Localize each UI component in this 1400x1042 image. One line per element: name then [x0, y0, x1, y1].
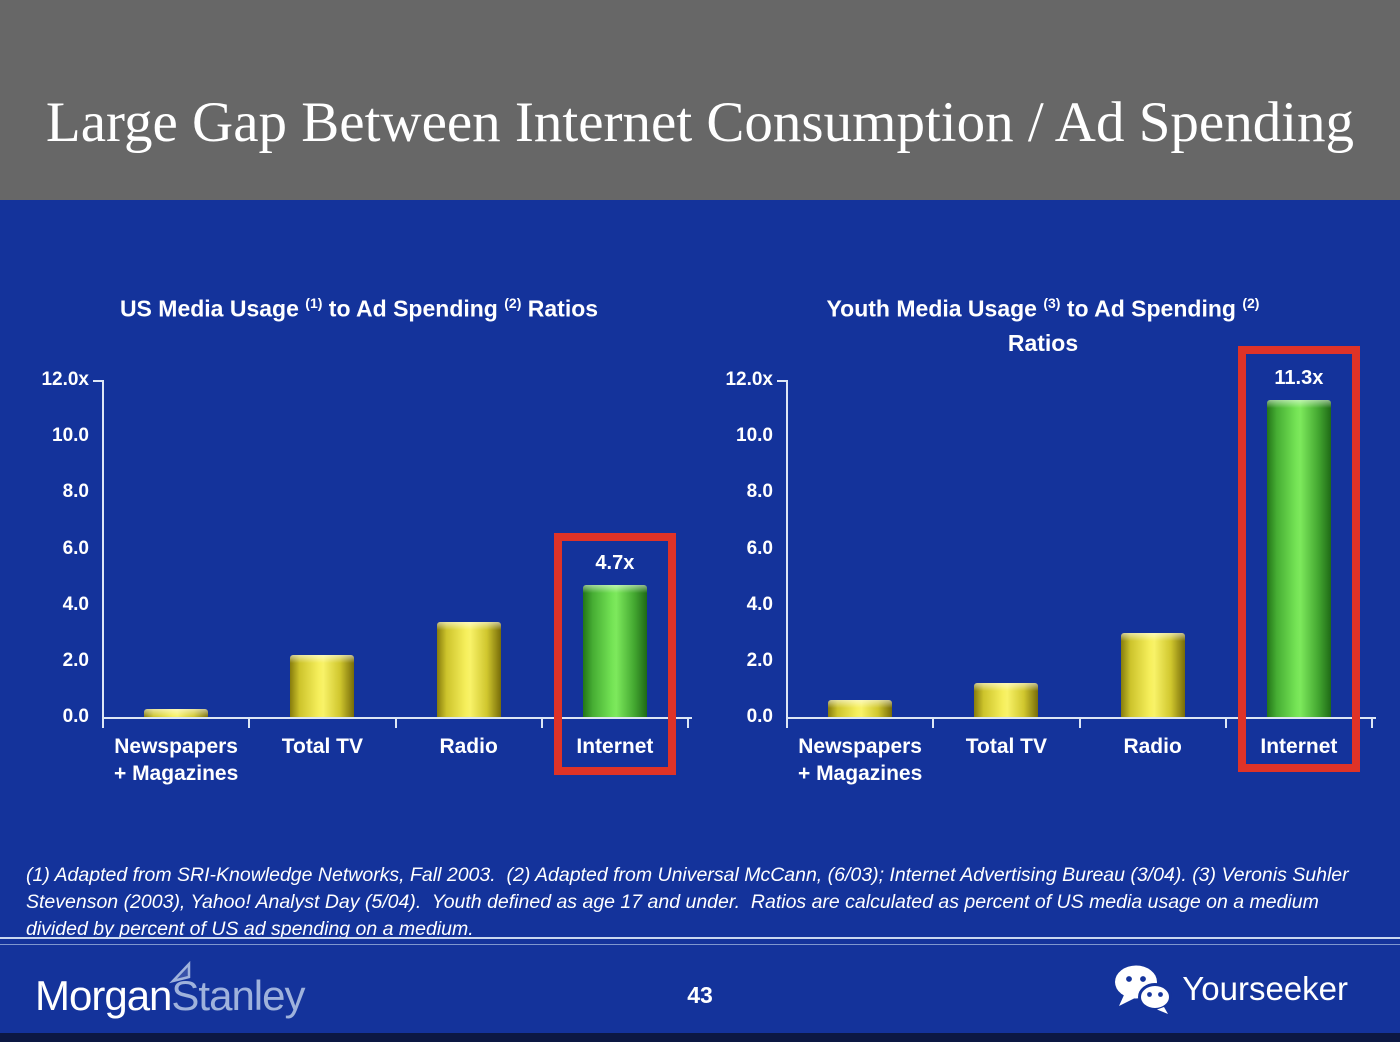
chart-title: US Media Usage (1) to Ad Spending (2) Ra… — [119, 295, 599, 322]
y-axis-tick-label: 8.0 — [746, 481, 773, 503]
bar-total-tv — [290, 655, 355, 717]
category-label: Newspapers + Magazines — [113, 735, 239, 785]
morgan-stanley-flag-icon — [169, 960, 191, 984]
category-label: Internet — [576, 735, 654, 758]
x-axis-tick — [1078, 719, 1081, 728]
plot-area: 12.0x 10.0 8.0 6.0 4.0 2.0 0.0 Newspapers + Maga… — [725, 346, 1376, 785]
y-axis — [102, 380, 104, 719]
bar-newspapers-magazines — [828, 700, 893, 717]
y-axis-tick-label: 8.0 — [62, 481, 89, 503]
chart-us-media-usage: US Media Usage (1) to Ad Spending (2) Ra… — [28, 286, 692, 876]
y-axis-tick-label: 4.0 — [746, 593, 773, 615]
wechat-icon — [1115, 965, 1173, 1014]
bar-internet — [582, 585, 647, 717]
y-axis-tick-label: 6.0 — [62, 537, 89, 559]
highlight-rect — [1237, 346, 1360, 772]
x-axis-tick — [1224, 719, 1227, 728]
bar-value-label: 4.7x — [595, 552, 635, 574]
plot-area: 12.0x 10.0 8.0 6.0 4.0 2.0 0.0 Newspapers + Maga… — [41, 369, 692, 785]
bar-internet — [1266, 399, 1331, 717]
brand-morgan: Morgan — [35, 972, 172, 1019]
bar-value-label: 11.3x — [1274, 366, 1324, 389]
highlight-rect — [553, 533, 676, 775]
y-axis-tick-label: 2.0 — [62, 649, 89, 671]
x-axis-tick — [1371, 719, 1373, 728]
page-title: Large Gap Between Internet Consumption /… — [45, 91, 1355, 154]
y-axis-tick-label: 12.0x — [41, 369, 89, 390]
y-axis-tick-label: 2.0 — [746, 649, 773, 671]
page-number: 43 — [687, 982, 713, 1008]
category-label: Internet — [1260, 735, 1338, 758]
x-axis-tick — [102, 719, 104, 728]
brand-stanley: Stanley — [171, 972, 305, 1019]
slide-body: US Media Usage (1) to Ad Spending (2) Ra… — [0, 200, 1400, 1042]
category-label: Radio — [1123, 735, 1182, 758]
y-axis-tick — [93, 380, 103, 382]
footnote: (1) Adapted from SRI-Knowledge Networks,… — [26, 864, 1355, 940]
y-axis-tick-label: 6.0 — [746, 537, 773, 559]
x-axis — [102, 717, 692, 719]
bar-total-tv — [974, 683, 1039, 717]
chart-title: Youth Media Usage (3) to Ad Spending (2)… — [826, 295, 1260, 356]
y-axis-tick-label: 0.0 — [62, 706, 89, 727]
y-axis-tick-label: 0.0 — [746, 706, 773, 727]
y-axis-tick — [777, 380, 787, 382]
y-axis-tick-label: 10.0 — [736, 425, 773, 447]
footer: MorganStanley 43 Yourseeker — [0, 948, 1400, 1034]
y-axis-tick-label: 10.0 — [52, 425, 89, 447]
bottom-strip — [0, 1033, 1400, 1042]
category-label: Newspapers + Magazines — [797, 735, 923, 785]
y-axis-tick-label: 12.0x — [725, 369, 773, 390]
x-axis-tick — [540, 719, 543, 728]
slide-header: Large Gap Between Internet Consumption /… — [0, 0, 1400, 200]
category-label: Total TV — [281, 735, 364, 758]
bar-radio — [436, 621, 501, 717]
chart-youth-media-usage: Youth Media Usage (3) to Ad Spending (2)… — [712, 286, 1376, 876]
y-axis — [786, 380, 788, 719]
bar-radio — [1120, 632, 1185, 717]
x-axis-tick — [932, 719, 935, 728]
category-label: Total TV — [965, 735, 1048, 758]
footer-separator — [0, 937, 1400, 945]
morgan-stanley-logo: MorganStanley — [35, 960, 306, 1020]
watermark-label: Yourseeker — [1182, 970, 1348, 1007]
category-label: Radio — [439, 735, 498, 758]
x-axis-tick — [248, 719, 251, 728]
bar-newspapers-magazines — [144, 708, 209, 717]
watermark: Yourseeker — [1114, 964, 1348, 1014]
x-axis-tick — [394, 719, 397, 728]
x-axis-tick — [786, 719, 788, 728]
y-axis-tick-label: 4.0 — [62, 593, 89, 615]
x-axis-tick — [687, 719, 689, 728]
x-axis — [786, 717, 1376, 719]
